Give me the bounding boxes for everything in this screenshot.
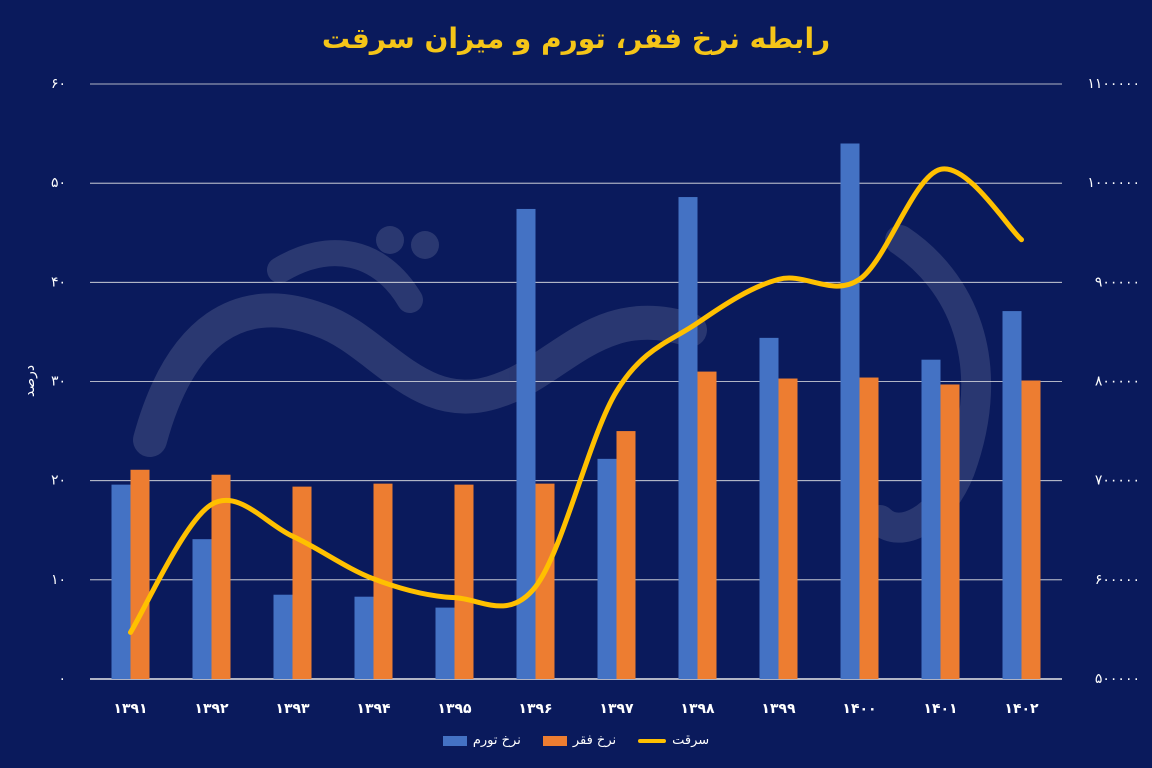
bar-poverty xyxy=(130,469,150,679)
x-tick-label: ۱۳۹۶ xyxy=(518,701,552,717)
legend-swatch-poverty xyxy=(542,735,567,746)
watermark-logo xyxy=(133,225,992,543)
legend-item-theft: سرقت xyxy=(638,733,709,748)
y-tick-label: ۵۰ xyxy=(51,175,66,191)
bar-inflation xyxy=(192,539,212,679)
bar-poverty xyxy=(454,484,474,679)
legend-item-poverty: نرخ فقر xyxy=(542,733,617,748)
y-tick-label: ۱۰ xyxy=(51,572,66,588)
legend-label-theft: سرقت xyxy=(672,733,710,748)
x-tick-label: ۱۳۹۳ xyxy=(275,701,310,717)
bar-inflation xyxy=(111,484,131,679)
x-tick-label: ۱۳۹۷ xyxy=(599,701,634,717)
bar-inflation xyxy=(435,607,455,679)
y-axis-label: درصد xyxy=(22,365,38,397)
bar-inflation xyxy=(354,596,374,679)
theft-line-group xyxy=(128,166,1024,635)
x-tick-label: ۱۳۹۹ xyxy=(761,701,796,717)
x-tick-label: ۱۴۰۱ xyxy=(923,701,957,717)
y-tick-label: ۰ xyxy=(58,671,66,687)
y-tick-label: ۲۰ xyxy=(51,473,66,489)
y2-tick-label: ۷۰۰۰۰۰ xyxy=(1095,473,1140,489)
x-tick-label: ۱۴۰۰ xyxy=(842,701,876,717)
bar-inflation xyxy=(759,337,779,679)
bar-poverty xyxy=(1021,380,1041,679)
y-tick-label: ۴۰ xyxy=(51,274,66,290)
bar-poverty xyxy=(940,384,960,679)
bar-inflation xyxy=(597,458,617,679)
bar-poverty xyxy=(211,474,231,679)
y2-tick-label: ۸۰۰۰۰۰ xyxy=(1095,374,1140,390)
left-axis-ticks: ۰ ۱۰ ۲۰ ۳۰ ۴۰ ۵۰ ۶۰ xyxy=(51,76,66,687)
bar-poverty xyxy=(292,486,312,679)
legend: سرقت نرخ فقر نرخ تورم xyxy=(0,733,1152,748)
legend-label-poverty: نرخ فقر xyxy=(572,733,617,748)
legend-swatch-theft xyxy=(638,738,667,743)
bars-group xyxy=(111,143,1041,680)
y2-tick-label: ۱۱۰۰۰۰۰ xyxy=(1087,76,1140,92)
y2-tick-label: ۶۰۰۰۰۰ xyxy=(1095,572,1140,588)
bar-poverty xyxy=(535,483,555,679)
bar-poverty xyxy=(859,377,879,679)
bar-inflation xyxy=(921,359,941,679)
y2-tick-label: ۱۰۰۰۰۰۰ xyxy=(1087,175,1140,191)
bar-inflation xyxy=(678,197,698,680)
x-tick-label: ۱۳۹۴ xyxy=(356,701,391,717)
x-tick-label: ۱۳۹۱ xyxy=(113,701,147,717)
bar-inflation xyxy=(1002,311,1022,679)
bar-poverty xyxy=(616,431,636,679)
grid-lines xyxy=(90,83,1062,680)
bar-inflation xyxy=(516,208,536,679)
legend-item-inflation: نرخ تورم xyxy=(442,733,521,748)
theft-line xyxy=(128,166,1024,635)
legend-swatch-inflation xyxy=(442,735,467,746)
legend-label-inflation: نرخ تورم xyxy=(472,733,521,748)
bar-poverty xyxy=(778,378,798,679)
bar-inflation xyxy=(840,143,860,679)
y-tick-label: ۳۰ xyxy=(51,374,66,390)
x-tick-label: ۱۴۰۲ xyxy=(1004,701,1039,717)
y2-tick-label: ۵۰۰۰۰۰ xyxy=(1095,671,1140,687)
x-tick-label: ۱۳۹۲ xyxy=(194,701,229,717)
x-tick-label: ۱۳۹۸ xyxy=(680,701,715,717)
bar-inflation xyxy=(273,594,293,679)
x-axis-ticks: ۱۳۹۱ ۱۳۹۲ ۱۳۹۳ ۱۳۹۴ ۱۳۹۵ ۱۳۹۶ ۱۳۹۷ ۱۳۹۸ ۱۳۹۹ ۱۴۰۰… xyxy=(113,701,1039,717)
right-axis-ticks: ۵۰۰۰۰۰ ۶۰۰۰۰۰ ۷۰۰۰۰۰ ۸۰۰۰۰۰ ۹۰۰۰۰۰ ۱۰۰۰۰۰۰ ۱۱۰… xyxy=(1087,76,1140,687)
y-tick-label: ۶۰ xyxy=(51,76,66,92)
x-tick-label: ۱۳۹۵ xyxy=(437,701,472,717)
y2-tick-label: ۹۰۰۰۰۰ xyxy=(1095,274,1140,290)
bar-poverty xyxy=(697,371,717,679)
chart-title: رابطه نرخ فقر، تورم و میزان سرقت xyxy=(321,22,831,55)
